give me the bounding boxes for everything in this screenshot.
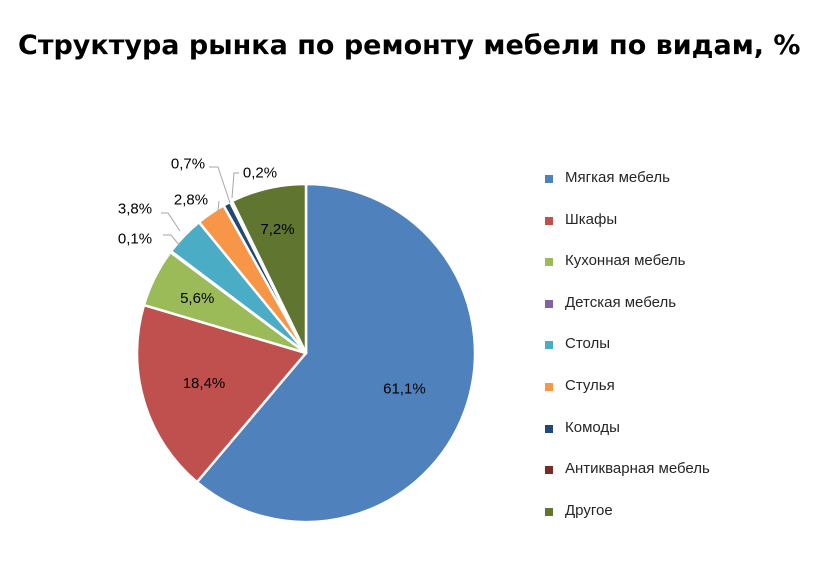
pie-slices (135, 182, 477, 524)
legend-swatch (545, 424, 553, 433)
data-label-1: 18,4% (183, 375, 226, 392)
legend-swatch (545, 466, 553, 475)
legend-label: Стулья (565, 376, 615, 394)
legend-swatch (545, 341, 553, 350)
legend-label: Кухонная мебель (565, 252, 686, 270)
leader-lines (161, 166, 239, 247)
leader-line-3 (163, 234, 181, 247)
legend-swatch (545, 258, 553, 267)
legend-swatch (545, 507, 553, 516)
pie-slice-1 (135, 303, 308, 484)
legend-label: Антикварная мебель (565, 460, 710, 478)
leader-line-5 (217, 200, 220, 212)
leader-line-6 (209, 166, 231, 204)
data-label-7: 0,2% (243, 165, 277, 182)
data-label-5: 2,8% (174, 192, 208, 209)
legend-swatch (545, 382, 553, 391)
data-labels: 61,1% 18,4% 5,6% 0,1% 3,8% 2,8% 0,7% 0,2% 7,2% (118, 156, 426, 398)
data-label-8: 7,2% (260, 221, 294, 238)
pie-slice-8 (230, 182, 308, 355)
legend-label: Комоды (565, 418, 620, 436)
leader-line-7 (231, 172, 239, 199)
pie-slice-0 (195, 182, 477, 524)
legend-label: Шкафы (565, 210, 618, 228)
legend-label: Мягкая мебель (565, 169, 670, 186)
data-label-6: 0,7% (171, 156, 205, 173)
legend-label: Столы (565, 335, 611, 353)
data-label-3: 0,1% (118, 231, 152, 248)
legend-label: Детская мебель (565, 293, 677, 311)
data-label-0: 61,1% (383, 381, 426, 398)
leader-line-4 (161, 212, 181, 232)
legend-swatch (545, 175, 553, 183)
chart-title: Структура рынка по ремонту мебели по вид… (18, 30, 801, 61)
legend-swatch (545, 216, 553, 225)
legend-swatch (545, 299, 553, 308)
legend-label: Другое (565, 501, 613, 519)
data-label-4: 3,8% (118, 201, 152, 218)
data-label-2: 5,6% (180, 290, 214, 307)
